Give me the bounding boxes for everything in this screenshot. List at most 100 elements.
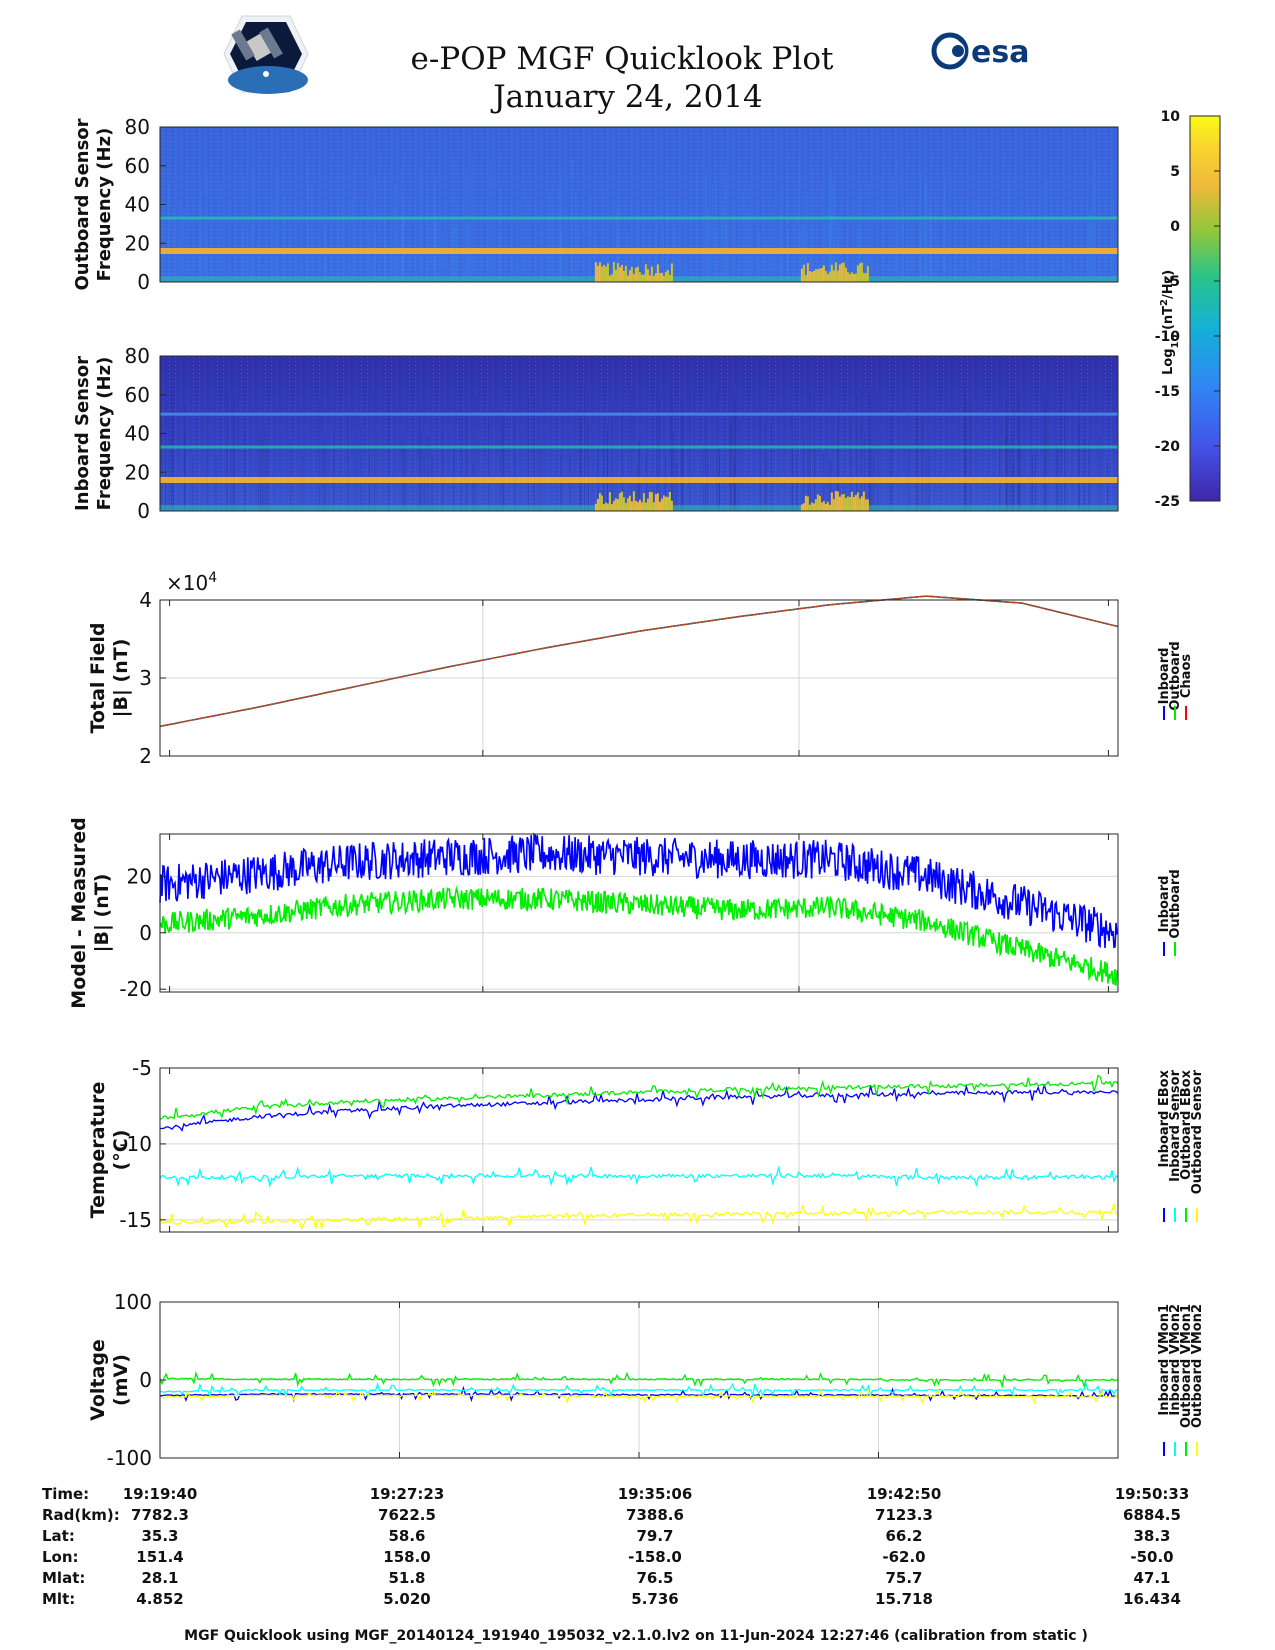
colorbar: 10 5 0 -5 -10 -15 -20 -25 Log10 (nT2/Hz): [1155, 109, 1221, 510]
outboard-spectrogram-ylabel-line1: Outboard Sensor: [72, 118, 93, 290]
esa-logo: esa: [931, 32, 1029, 70]
ephemeris-cell: 51.8: [388, 1569, 425, 1587]
plot-title: e-POP MGF Quicklook Plot: [411, 41, 834, 77]
series-outboard-vmon1: [159, 1370, 1119, 1389]
ephemeris-cell: 151.4: [136, 1548, 183, 1566]
series-outboard: [159, 885, 1119, 986]
ephemeris-cell: 19:19:40: [123, 1485, 198, 1503]
spectrogram-inboard-noise: [160, 356, 1118, 511]
ylabel-line1: Voltage: [87, 1339, 109, 1421]
series-outboard-sensor: [159, 1203, 1119, 1231]
ytick-label: -5: [132, 1056, 152, 1080]
outboard-spectrogram-ylabel-line2: Frequency (Hz): [94, 128, 115, 282]
spectral-line-33hz: [160, 216, 1118, 220]
legend-label: Inboard VMon2: [1168, 1304, 1183, 1416]
colorbar-tick-label: 10: [1161, 109, 1181, 125]
series-inboard-sensor: [159, 1165, 1119, 1189]
ephemeris-cell: 7388.6: [626, 1506, 684, 1524]
colorbar-tick-label: -25: [1155, 494, 1180, 510]
colorbar-tick-label: -15: [1155, 384, 1180, 400]
ytick-label: 40: [125, 193, 150, 217]
colorbar-label: Log10 (nT2/Hz): [1159, 270, 1181, 375]
ylabel-line1: Temperature: [87, 1082, 109, 1219]
ephemeris-cell: 7782.3: [131, 1506, 189, 1524]
legend-label: Outboard: [1168, 641, 1183, 710]
ephemeris-row-label: Mlat:: [42, 1569, 85, 1587]
panel-inboard-spectrogram: 80 60 40 20 0 Inboard Sensor Frequency (Hz): [72, 344, 1119, 523]
ephemeris-cell: 75.7: [885, 1569, 922, 1587]
ylabel-line2: |B| (nT): [110, 639, 132, 718]
panel-voltage: 100 0 -100 Voltage (mV) Inboard VMon1Inboard …: [87, 1290, 1205, 1470]
ephemeris-cell: 76.5: [636, 1569, 673, 1587]
legend-label: Inboard Sensor: [1168, 1069, 1183, 1181]
ytick-label: 60: [125, 154, 150, 178]
spectral-line-50hz: [160, 412, 1118, 416]
legend-label: Outboard VMon1: [1179, 1304, 1194, 1428]
legend-label: Outboard Sensor: [1190, 1069, 1205, 1194]
ytick-label: -20: [119, 977, 152, 1001]
colorbar-tick-label: -10: [1155, 329, 1181, 345]
ephemeris-cell: 38.3: [1133, 1527, 1170, 1545]
spectrogram-outboard-noise: [160, 127, 1118, 282]
ytick-label: 100: [114, 1290, 152, 1314]
spectral-line-16hz: [160, 477, 1118, 483]
ylabel-line1: Total Field: [87, 622, 109, 733]
colorbar-tick-label: -5: [1164, 274, 1180, 290]
ephemeris-cell: 19:42:50: [867, 1485, 942, 1503]
cassiope-logo: [223, 15, 309, 94]
ephemeris-row-label: Time:: [42, 1485, 89, 1503]
axes-frame: [159, 833, 1119, 993]
spectral-line-33hz: [160, 445, 1118, 449]
ephemeris-row-label: Lon:: [42, 1548, 79, 1566]
panel-model-measured: 20 0 -20 Model - Measured |B| (nT) InboardOut…: [68, 817, 1183, 1008]
header: e-POP MGF Quicklook Plot January 24, 201…: [223, 15, 1029, 115]
ytick-label: 80: [125, 344, 150, 368]
ytick-label: 20: [127, 864, 152, 888]
ytick-label: 60: [125, 383, 150, 407]
panel-temperature: -5 -10 -15 Temperature (°C) Inboard EBoxInboa…: [87, 1056, 1205, 1233]
plot-date: January 24, 2014: [490, 79, 763, 115]
ytick-label: 20: [125, 231, 150, 255]
ytick-label: 2: [139, 744, 152, 768]
ephemeris-cell: 16.434: [1123, 1590, 1181, 1608]
ytick-label: 3: [139, 666, 152, 690]
ephemeris-cell: 28.1: [141, 1569, 178, 1587]
ephemeris-cell: 5.020: [383, 1590, 430, 1608]
ephemeris-cell: -158.0: [628, 1548, 682, 1566]
legend-label: Outboard: [1168, 869, 1183, 938]
ephemeris-cell: 66.2: [885, 1527, 922, 1545]
ylabel-line1: Model - Measured: [68, 817, 90, 1008]
ephemeris-cell: 19:27:23: [370, 1485, 445, 1503]
ephemeris-cell: 7622.5: [378, 1506, 436, 1524]
ytick-label: 0: [139, 1368, 152, 1392]
series-outboard: [159, 595, 1119, 728]
series-chaos: [159, 595, 1119, 727]
series-inboard: [159, 595, 1119, 728]
ephemeris-table: Time: Rad(km): Lat: Lon: Mlat: Mlt: 19:19:40 77…: [42, 1485, 1189, 1608]
ephemeris-cell: 35.3: [141, 1527, 178, 1545]
ytick-label: 40: [125, 422, 150, 446]
ytick-label: 4: [139, 588, 152, 612]
legend-label: Outboard EBox: [1179, 1069, 1194, 1179]
ephemeris-cell: 15.718: [875, 1590, 933, 1608]
series-inboard-vmon2: [159, 1382, 1119, 1399]
panel-outboard-spectrogram: 80 60 40 20 0 Outboard Sensor Frequency (Hz): [72, 115, 1119, 294]
ephemeris-cell: 4.852: [136, 1590, 183, 1608]
ytick-label: 80: [125, 115, 150, 139]
ephemeris-row-label: Rad(km):: [42, 1506, 120, 1524]
ytick-label: -10: [119, 1132, 152, 1156]
ylabel-line2: |B| (nT): [91, 874, 113, 953]
ytick-label: 0: [137, 499, 150, 523]
ephemeris-cell: 19:35:06: [618, 1485, 693, 1503]
legend-label: Inboard: [1157, 648, 1172, 705]
inboard-spectrogram-ylabel-line2: Frequency (Hz): [94, 357, 115, 511]
colorbar-tick-label: 0: [1170, 219, 1180, 235]
series-inboard-ebox: [160, 1084, 1119, 1132]
series-outboard-vmon2: [159, 1388, 1119, 1405]
ytick-label: -15: [119, 1208, 152, 1232]
ephemeris-cell: 79.7: [636, 1527, 673, 1545]
